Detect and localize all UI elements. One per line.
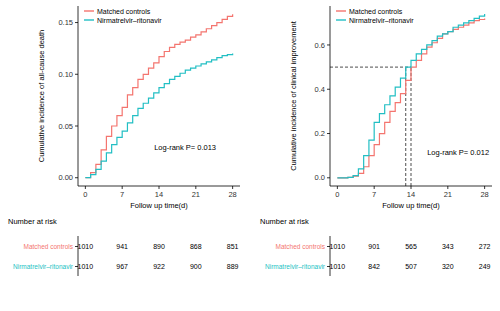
- y-axis-line: [78, 6, 79, 186]
- x-tick: [232, 186, 233, 189]
- y-tick-label: 0.00: [58, 173, 73, 182]
- risk-count: 842: [368, 263, 380, 270]
- risk-count: 967: [116, 263, 128, 270]
- risk-table-axis: [78, 236, 79, 276]
- y-tick: [327, 44, 330, 45]
- risk-table-axis: [330, 236, 331, 276]
- y-tick: [327, 177, 330, 178]
- reference-line: [330, 67, 411, 68]
- x-tick: [447, 186, 448, 189]
- x-axis-title: Follow up time(d): [130, 201, 188, 210]
- risk-count: 507: [405, 263, 417, 270]
- risk-row-label: Nirmatrelvir–ritonavir: [13, 263, 74, 270]
- risk-table: Number at risk Matched controls 1010 941 890…: [8, 217, 239, 276]
- x-tick-label: 21: [192, 190, 200, 199]
- risk-count: 1010: [330, 263, 346, 270]
- legend-swatch: [336, 10, 346, 11]
- y-tick: [75, 126, 78, 127]
- y-tick-label: 0.10: [58, 70, 73, 79]
- risk-count: 1010: [330, 243, 346, 250]
- chart-panel: 0.0 0.2 0.4 0.6 0 7 14 21 28 Follow up time(d) Cum…: [260, 6, 492, 276]
- risk-count: 343: [442, 243, 454, 250]
- y-tick: [75, 22, 78, 23]
- y-tick: [327, 89, 330, 90]
- risk-count: 889: [227, 263, 239, 270]
- risk-count: 901: [368, 243, 380, 250]
- risk-count: 922: [153, 263, 165, 270]
- x-axis-title: Follow up time(d): [382, 201, 440, 210]
- risk-row-label: Nirmatrelvir–ritonavir: [265, 263, 326, 270]
- y-tick: [75, 177, 78, 178]
- x-tick: [337, 186, 338, 189]
- annotation: Log-rank P= 0.013: [154, 143, 216, 152]
- x-tick-label: 0: [335, 190, 339, 199]
- x-tick: [374, 186, 375, 189]
- reference-line: [411, 67, 412, 186]
- risk-count: 900: [190, 263, 202, 270]
- risk-count: 565: [405, 243, 417, 250]
- risk-table: Number at risk Matched controls 1010 901 565…: [260, 217, 491, 276]
- series-line: [85, 14, 232, 177]
- risk-count: 1010: [78, 243, 94, 250]
- x-tick: [195, 186, 196, 189]
- x-tick-label: 21: [444, 190, 452, 199]
- y-tick-label: 0.4: [315, 85, 325, 94]
- y-tick-label: 0.2: [315, 129, 325, 138]
- x-tick-label: 7: [120, 190, 124, 199]
- series-line: [85, 54, 232, 178]
- legend-label: Matched controls: [97, 8, 151, 15]
- x-tick: [159, 186, 160, 189]
- figure: 0.000.050.100.1507142128Follow up time(d…: [0, 0, 500, 311]
- risk-count: 941: [116, 243, 128, 250]
- x-tick-label: 14: [407, 190, 415, 199]
- risk-count: 890: [153, 243, 165, 250]
- risk-count: 851: [227, 243, 239, 250]
- y-axis-title: Cumulative incidence of clinical improve…: [289, 20, 298, 171]
- x-tick: [484, 186, 485, 189]
- y-axis-line: [330, 6, 331, 186]
- legend-label: Nirmatrelvir–ritonavir: [349, 17, 414, 24]
- risk-table-title: Number at risk: [8, 217, 57, 226]
- risk-count: 272: [479, 243, 491, 250]
- risk-count: 249: [479, 263, 491, 270]
- x-tick-label: 28: [480, 190, 488, 199]
- plot-area: [330, 14, 485, 186]
- y-tick-label: 0.6: [315, 41, 325, 50]
- y-tick-label: 0.0: [315, 173, 325, 182]
- x-tick-label: 14: [155, 190, 163, 199]
- y-tick: [327, 133, 330, 134]
- legend-swatch: [336, 19, 346, 20]
- legend-label: Nirmatrelvir–ritonavir: [97, 17, 162, 24]
- chart-panel: 0.00 0.05 0.10 0.15 0 7 14 21 28 Follow up time(d…: [8, 6, 240, 276]
- risk-table-title: Number at risk: [260, 217, 309, 226]
- x-tick: [85, 186, 86, 189]
- plot-area: [85, 14, 232, 177]
- legend-swatch: [84, 10, 94, 11]
- x-tick-label: 28: [228, 190, 236, 199]
- legend-swatch: [84, 19, 94, 20]
- risk-row-label: Matched controls: [276, 243, 326, 250]
- legend-label: Matched controls: [349, 8, 403, 15]
- x-tick-label: 7: [372, 190, 376, 199]
- x-tick-label: 0: [83, 190, 87, 199]
- risk-count: 868: [190, 243, 202, 250]
- y-axis-title: Cumulative incidence of all-cause death: [37, 30, 46, 163]
- y-tick-label: 0.15: [58, 18, 73, 27]
- x-tick: [411, 186, 412, 189]
- annotation: Log-rank P= 0.012: [427, 148, 489, 157]
- risk-count: 320: [442, 263, 454, 270]
- y-tick-label: 0.05: [58, 122, 73, 131]
- x-tick: [122, 186, 123, 189]
- risk-count: 1010: [78, 263, 94, 270]
- y-tick: [75, 74, 78, 75]
- risk-row-label: Matched controls: [24, 243, 74, 250]
